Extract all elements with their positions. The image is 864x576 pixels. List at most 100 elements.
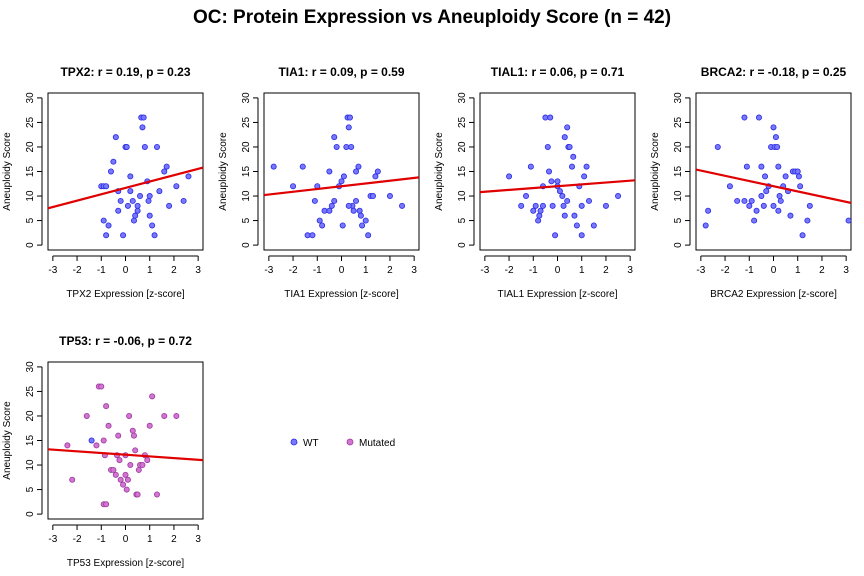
data-point [775,207,782,214]
data-point [127,462,134,469]
data-point [134,207,141,214]
data-point [331,134,338,141]
data-point [151,232,158,239]
data-point [772,134,779,141]
data-point [98,383,105,390]
data-point [127,188,134,195]
data-point [536,212,543,219]
data-point [304,232,311,239]
x-axis-label: BRCA2 Expression [z-score] [710,289,837,300]
data-point [326,207,333,214]
data-point [103,403,110,410]
panel-title: TIA1: r = 0.09, p = 0.59 [278,65,404,79]
data-point [795,173,802,180]
data-point [794,168,801,175]
data-point [105,222,112,229]
y-tick-label: 20 [241,141,252,153]
y-tick-label: 0 [457,242,468,248]
x-tick-label: -1 [97,265,106,276]
data-point [129,197,136,204]
y-tick-label: 10 [25,459,36,471]
y-axis-label: Aneuploidy Score [2,401,13,480]
data-point [115,207,122,214]
plot-frame [47,361,204,520]
data-point [139,462,146,469]
x-axis-label: TPX2 Expression [z-score] [66,289,185,300]
data-point [83,412,90,419]
plot-area [48,383,203,508]
data-point [566,143,573,150]
data-point [132,212,139,219]
data-point [615,193,622,200]
data-point [146,193,153,200]
plot-area [696,114,851,239]
data-point [338,178,345,185]
page-title: OC: Protein Expression vs Aneuploidy Sco… [192,7,672,28]
data-point [518,202,525,209]
y-axis-label: Aneuploidy Score [434,132,445,211]
x-tick-label: -1 [745,265,754,276]
y-tick-label: 25 [457,116,468,128]
data-point [149,393,156,400]
data-point [117,476,124,483]
panels: TPX2: r = 0.19, p = 0.23-3 -2 -1 0 1 2 3051015… [2,65,852,569]
x-tick-label: -1 [529,265,538,276]
data-point [127,173,134,180]
data-point [350,207,357,214]
scatter-panel: TP53: r = -0.06, p = 0.72-3 -2 -1 0 1 2 305101… [2,334,204,569]
data-point [585,197,592,204]
data-point [144,457,151,464]
x-tick-label: 3 [411,265,417,276]
x-axis-label: TIAL1 Expression [z-score] [497,289,617,300]
data-point [571,212,578,219]
data-point [776,193,783,200]
x-tick-label: 0 [123,534,129,545]
data-point [758,163,765,170]
data-point [134,202,141,209]
data-point [340,173,347,180]
legend: WT Mutated [290,438,395,449]
data-point [345,124,352,131]
plot-frame [47,92,204,251]
x-tick-label: -3 [264,265,273,276]
data-point [139,124,146,131]
data-point [372,173,379,180]
scatter-panel: TPX2: r = 0.19, p = 0.23-3 -2 -1 0 1 2 3051015… [2,65,204,300]
data-point [374,168,381,175]
data-point [546,168,553,175]
x-tick-label: 1 [795,265,801,276]
y-tick-label: 20 [25,410,36,422]
data-point [547,114,554,121]
y-tick-label: 25 [241,116,252,128]
x-tick-label: 3 [195,265,201,276]
y-tick-label: 20 [457,141,468,153]
data-point [770,202,777,209]
data-point [758,193,765,200]
regression-line [696,168,851,204]
data-point [774,143,781,150]
data-point [548,178,555,185]
data-point [544,143,551,150]
data-point [132,447,139,454]
data-point [760,202,767,209]
data-point [116,457,123,464]
y-tick-label: 15 [673,166,684,178]
data-point [326,168,333,175]
data-point [173,412,180,419]
data-point [64,442,71,449]
data-point [331,197,338,204]
y-tick-label: 15 [241,166,252,178]
data-point [806,202,813,209]
x-tick-label: -3 [480,265,489,276]
data-point [356,207,363,214]
y-tick-label: 10 [673,190,684,202]
data-point [333,143,340,150]
data-point [345,202,352,209]
y-tick-label: 5 [673,217,684,223]
data-point [564,124,571,131]
plot-area [264,114,419,239]
data-point [145,197,152,204]
data-point [107,168,114,175]
scatter-panel: TIA1: r = 0.09, p = 0.59-3 -2 -1 0 1 2 3051015… [218,65,420,300]
legend-item: Mutated [346,438,395,449]
